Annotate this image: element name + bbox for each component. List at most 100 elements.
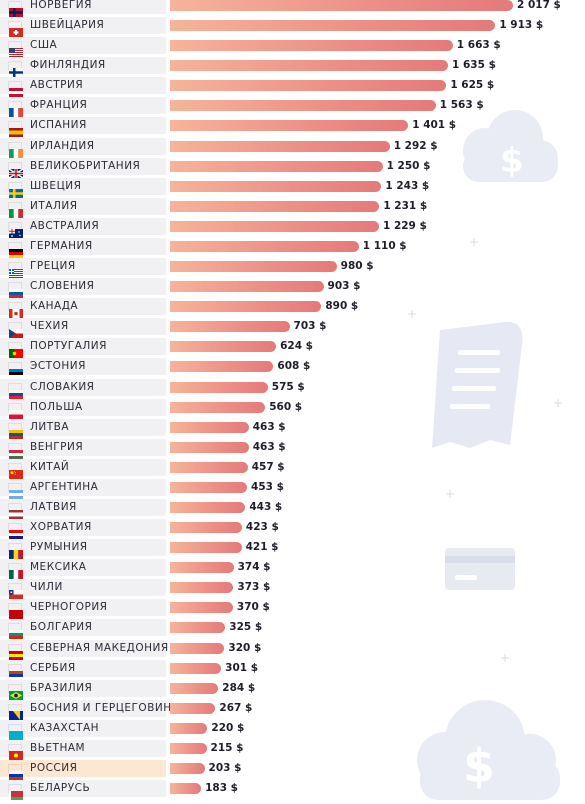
- chart-row: ЛИТВА 463 $: [0, 418, 585, 439]
- bar: [170, 261, 337, 273]
- country-flag-icon: [8, 21, 23, 38]
- category-label: РОССИЯ: [30, 762, 78, 775]
- chart-row: ФРАНЦИЯ 1 563 $: [0, 97, 585, 118]
- country-flag-icon: [8, 563, 23, 580]
- row-background: [0, 418, 166, 436]
- category-label: ВЕЛИКОБРИТАНИЯ: [30, 159, 141, 172]
- row-background: [0, 57, 166, 75]
- bar: [170, 381, 268, 393]
- svg-text:$: $: [463, 739, 495, 793]
- chart-row: БОСНИЯ И ГЕРЦЕГОВИНА 267 $: [0, 699, 585, 720]
- value-label: 320 $: [228, 641, 262, 654]
- value-label: 1 635 $: [452, 59, 496, 72]
- chart-row: ВЕНГРИЯ 463 $: [0, 438, 585, 459]
- country-flag-icon: [8, 583, 23, 600]
- category-label: ЛАТВИЯ: [30, 501, 77, 513]
- row-background: [0, 278, 166, 296]
- row-background: [0, 217, 166, 235]
- bar: [170, 60, 449, 72]
- category-label: ГРЕЦИЯ: [30, 260, 76, 273]
- country-flag-icon: [8, 422, 23, 439]
- bar: [170, 281, 324, 293]
- country-flag-icon: [8, 743, 23, 760]
- category-label: ИТАЛИЯ: [30, 199, 78, 212]
- chart-row: ИРЛАНДИЯ 1 292 $: [0, 137, 585, 158]
- chart-row: ЧИЛИ 373 $: [0, 579, 585, 600]
- value-label: 1 292 $: [393, 139, 438, 152]
- category-label: МЕКСИКА: [30, 561, 87, 574]
- category-label: ПОРТУГАЛИЯ: [30, 340, 107, 353]
- country-flag-icon: [8, 161, 24, 179]
- value-label: 370 $: [236, 601, 270, 614]
- bar: [170, 783, 202, 795]
- plus-icon: +: [469, 235, 479, 249]
- country-flag-icon: [8, 41, 23, 58]
- bar: [170, 502, 246, 513]
- svg-text:$: $: [500, 141, 524, 181]
- value-label: 301 $: [225, 661, 259, 674]
- chart-row: ВЬЕТНАМ 215 $: [0, 739, 585, 760]
- bar: [170, 120, 409, 132]
- row-background: [0, 338, 166, 356]
- bar: [170, 441, 249, 453]
- chart-row: ШВЕЙЦАРИЯ 1 913 $: [0, 17, 585, 38]
- value-label: 624 $: [280, 340, 313, 353]
- row-background: [0, 719, 166, 737]
- value-label: 220 $: [211, 721, 245, 734]
- bar: [170, 180, 382, 192]
- value-label: 421 $: [245, 541, 279, 554]
- chart-row: РУМЫНИЯ 421 $: [0, 539, 585, 560]
- chart-row: СЛОВАКИЯ 575 $: [0, 378, 585, 399]
- value-label: 1 250 $: [386, 159, 431, 172]
- value-label: 1 625 $: [450, 79, 495, 92]
- value-label: 374 $: [237, 561, 271, 574]
- value-label: 903 $: [327, 280, 361, 293]
- category-label: БОЛГАРИЯ: [30, 621, 93, 634]
- bar: [170, 522, 242, 534]
- chart-row: КАНАДА 890 $: [0, 298, 585, 319]
- row-background: [0, 237, 166, 255]
- chart-row: ЧЕХИЯ 703 $: [0, 318, 585, 339]
- value-label: 457 $: [251, 460, 285, 473]
- country-flag-icon: [8, 402, 23, 419]
- value-label: 463 $: [252, 440, 286, 453]
- category-label: ЧЕРНОГОРИЯ: [30, 601, 108, 614]
- category-label: КАЗАХСТАН: [30, 721, 100, 734]
- bar: [170, 140, 390, 152]
- chart-row: НОРВЕГИЯ 2 017 $: [0, 0, 585, 17]
- category-label: БЕЛАРУСЬ: [30, 782, 91, 795]
- category-label: СЕВЕРНАЯ МАКЕДОНИЯ: [30, 641, 169, 654]
- row-background: [0, 137, 166, 155]
- row-background: [0, 519, 166, 537]
- category-label: АВСТРАЛИЯ: [30, 219, 100, 232]
- category-label: СЕРБИЯ: [30, 661, 76, 674]
- row-background: [0, 37, 166, 55]
- row-background: [0, 438, 166, 456]
- row-background: [0, 0, 166, 14]
- value-label: 183 $: [205, 782, 238, 795]
- value-label: 423 $: [245, 521, 279, 534]
- chart-row: СЕРБИЯ 301 $: [0, 659, 585, 680]
- chart-row: ИСПАНИЯ 1 401 $: [0, 117, 585, 138]
- value-label: 267 $: [219, 701, 253, 714]
- category-label: КАНАДА: [30, 300, 79, 313]
- category-label: БРАЗИЛИЯ: [30, 681, 93, 694]
- category-label: ШВЕЙЦАРИЯ: [30, 19, 105, 32]
- category-label: СЛОВАКИЯ: [30, 380, 95, 393]
- bar: [170, 160, 383, 172]
- value-label: 1 229 $: [382, 219, 427, 232]
- country-flag-icon: [8, 603, 23, 620]
- country-flag-icon: [8, 362, 23, 379]
- chart-row: СЛОВЕНИЯ 903 $: [0, 278, 585, 299]
- bar: [170, 0, 513, 11]
- value-label: 608 $: [277, 360, 311, 373]
- chart-row: БЕЛАРУСЬ 183 $: [0, 780, 585, 801]
- plus-icon: +: [500, 651, 510, 665]
- country-flag-icon: [8, 302, 23, 319]
- value-label: 284 $: [222, 681, 256, 694]
- category-label: ВЕНГРИЯ: [30, 440, 84, 453]
- chart-row: АВСТРИЯ 1 625 $: [0, 77, 585, 98]
- bar: [170, 582, 234, 594]
- value-label: 2 017 $: [517, 0, 561, 11]
